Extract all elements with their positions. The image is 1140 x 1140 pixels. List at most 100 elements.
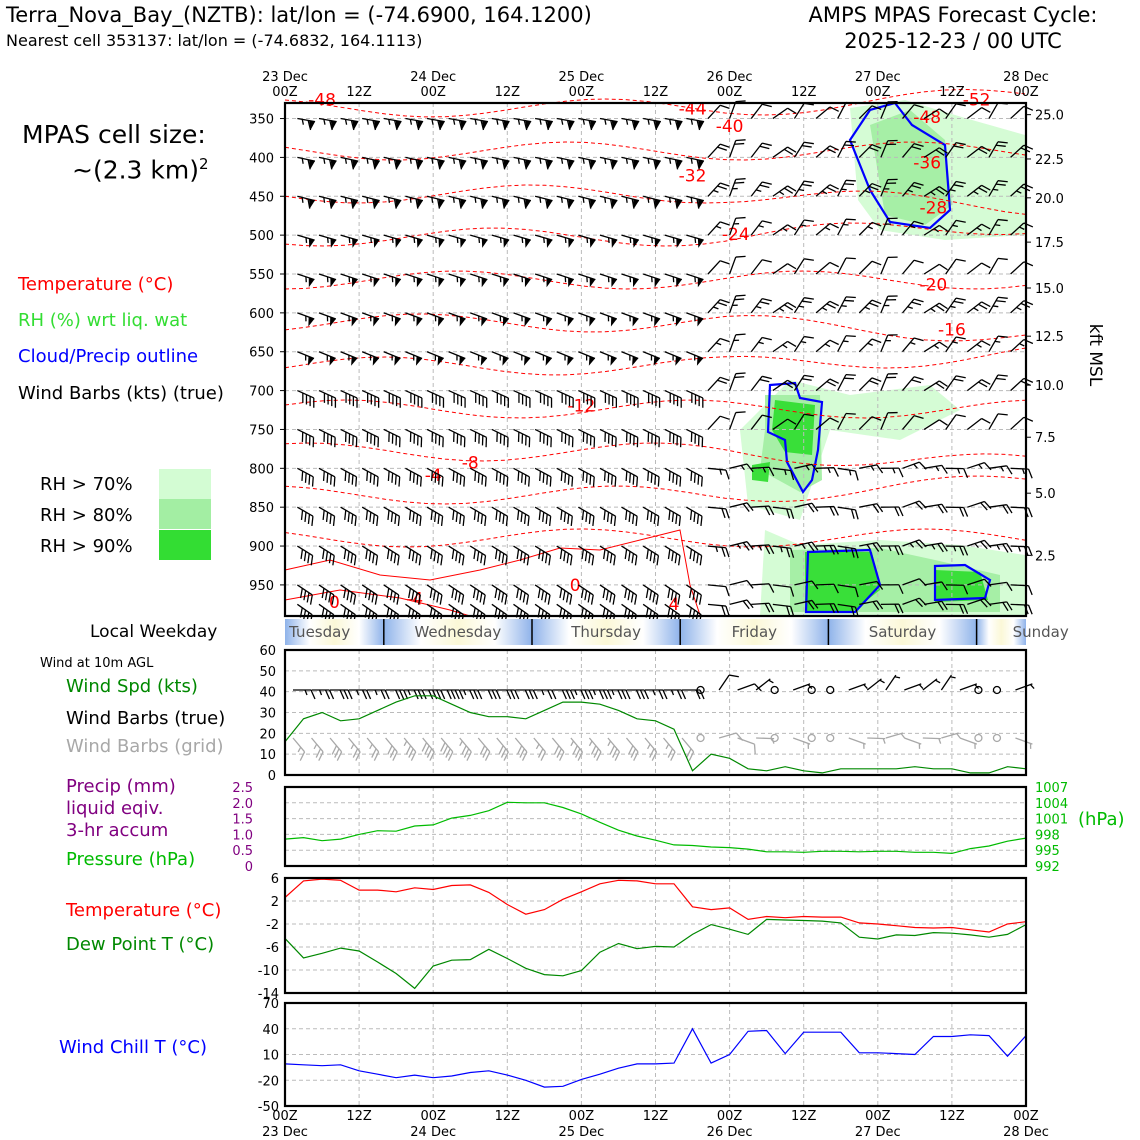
xsec-barb-half <box>780 546 783 553</box>
xsec-barb-full <box>935 188 945 195</box>
xsec-barb-full <box>571 476 574 487</box>
xsec-barb <box>966 223 991 236</box>
xsec-barb-full <box>474 432 477 442</box>
top-time-label: 12Z <box>643 85 669 100</box>
xsec-barb-half <box>933 228 939 233</box>
sfc-barb-full <box>384 689 390 700</box>
xsec-barb <box>945 297 966 314</box>
xsec-barb-shaft <box>988 413 999 430</box>
xsec-barb-full <box>742 542 750 551</box>
xsec-barb <box>361 584 378 605</box>
xsec-barb-shaft <box>340 584 356 596</box>
xsec-barb-shaft <box>924 464 942 469</box>
xsec-barb <box>880 139 898 158</box>
xsec-barb <box>361 273 380 288</box>
xsec-barb-full <box>544 592 548 603</box>
xsec-barb-shaft <box>513 117 532 123</box>
sfc-grid-barb-full <box>516 745 523 755</box>
xsec-barb-full <box>955 375 966 379</box>
xsec-barb <box>1010 300 1034 314</box>
xsec-barb <box>1010 506 1033 518</box>
station-title: Terra_Nova_Bay_(NZTB): lat/lon = (-74.69… <box>6 3 592 27</box>
xsec-barb-full <box>734 298 745 301</box>
xsec-barb-half <box>848 469 852 476</box>
xsec-barb-full <box>742 600 750 610</box>
xsec-barb-shaft <box>318 603 335 616</box>
xsec-barb <box>599 467 617 487</box>
sfc-grid-barb <box>904 737 922 749</box>
xsec-barb-shaft <box>340 389 358 399</box>
xsec-barb-shaft <box>383 117 402 123</box>
xsec-barb-full <box>762 375 772 380</box>
xsec-barb-half <box>409 197 412 203</box>
xsec-barb <box>794 541 819 552</box>
xsec-barb <box>513 117 532 131</box>
xsec-barb-half <box>930 191 936 196</box>
bottom-time-label: 00Z <box>420 1109 446 1124</box>
sfc-grid-barb-full <box>315 748 322 758</box>
isotherm-solid <box>284 529 701 616</box>
xsec-barb-full <box>679 476 682 487</box>
xsec-barb-full <box>395 435 398 446</box>
xsec-barb <box>513 156 532 170</box>
xsec-barb <box>664 351 682 366</box>
xsec-barb-full <box>516 549 520 560</box>
xsec-barb-full <box>582 471 585 482</box>
xsec-barb-full <box>610 159 614 170</box>
xsec-barb-full <box>431 432 434 442</box>
xsec-barb-full <box>439 594 443 605</box>
xsec-barb-full <box>787 107 797 114</box>
sfc-barb <box>293 689 316 700</box>
xsec-barb-full <box>372 553 375 564</box>
sfc-barb-full <box>380 689 386 700</box>
xsec-barb-shaft <box>469 428 487 438</box>
xsec-barb-full <box>366 432 369 442</box>
xsec-barb-full <box>480 159 484 170</box>
legend-rh80-swatch <box>159 499 211 529</box>
xsec-barb <box>966 107 991 120</box>
xsec-barb <box>491 389 509 408</box>
xsec-barb-shaft <box>621 584 637 596</box>
xsec-barb-full <box>636 476 639 487</box>
bottom-time-label: 12Z <box>939 1109 965 1124</box>
xsec-barb-half <box>391 355 393 361</box>
xsec-barb-half <box>629 276 632 283</box>
xsec-barb-shaft <box>859 580 878 586</box>
xsec-barb-full <box>959 546 965 556</box>
xsec-barb-full <box>680 397 682 408</box>
xsec-barb-shaft <box>772 302 788 314</box>
pressure-sfc-tick-label: 998 <box>1035 828 1060 843</box>
xsec-barb-flag <box>460 199 467 209</box>
xsec-barb <box>945 180 966 197</box>
xsec-barb-flag <box>330 277 337 288</box>
sfc-barb-full <box>428 689 434 700</box>
xsec-barb-full <box>414 592 418 603</box>
sfc-barb-full <box>561 689 567 700</box>
xsec-barb-full <box>647 471 650 482</box>
xsec-barb-full <box>517 432 520 442</box>
xsec-barb <box>556 351 574 366</box>
xsec-barb-half <box>499 276 502 283</box>
xsec-barb <box>491 506 509 527</box>
isotherm-label: -12 <box>568 397 596 417</box>
xsec-barb-full <box>462 516 465 527</box>
xsec-barb <box>621 195 640 209</box>
xsec-barb-full <box>411 551 415 562</box>
xsec-barb-full <box>560 510 563 521</box>
xsec-barb-full <box>955 219 966 223</box>
sfc-grid-barb-shaft <box>904 737 922 745</box>
xsec-barb-shaft <box>837 102 847 119</box>
xsec-barb <box>686 273 704 288</box>
sfc-barb-full <box>403 689 409 700</box>
xsec-barb-shaft <box>491 195 510 202</box>
xsec-barb-shaft <box>513 195 532 202</box>
xsec-barb <box>405 545 422 566</box>
xsec-barb-shaft <box>469 603 486 616</box>
xsec-barb <box>966 379 991 392</box>
xsec-barb-shaft <box>967 539 985 547</box>
sfc-barb-half <box>318 689 323 696</box>
xsec-barb <box>707 415 730 430</box>
sfc-grid-barb-full <box>503 751 509 761</box>
xsec-barb-full <box>854 548 859 559</box>
xsec-barb-flag <box>567 316 574 327</box>
